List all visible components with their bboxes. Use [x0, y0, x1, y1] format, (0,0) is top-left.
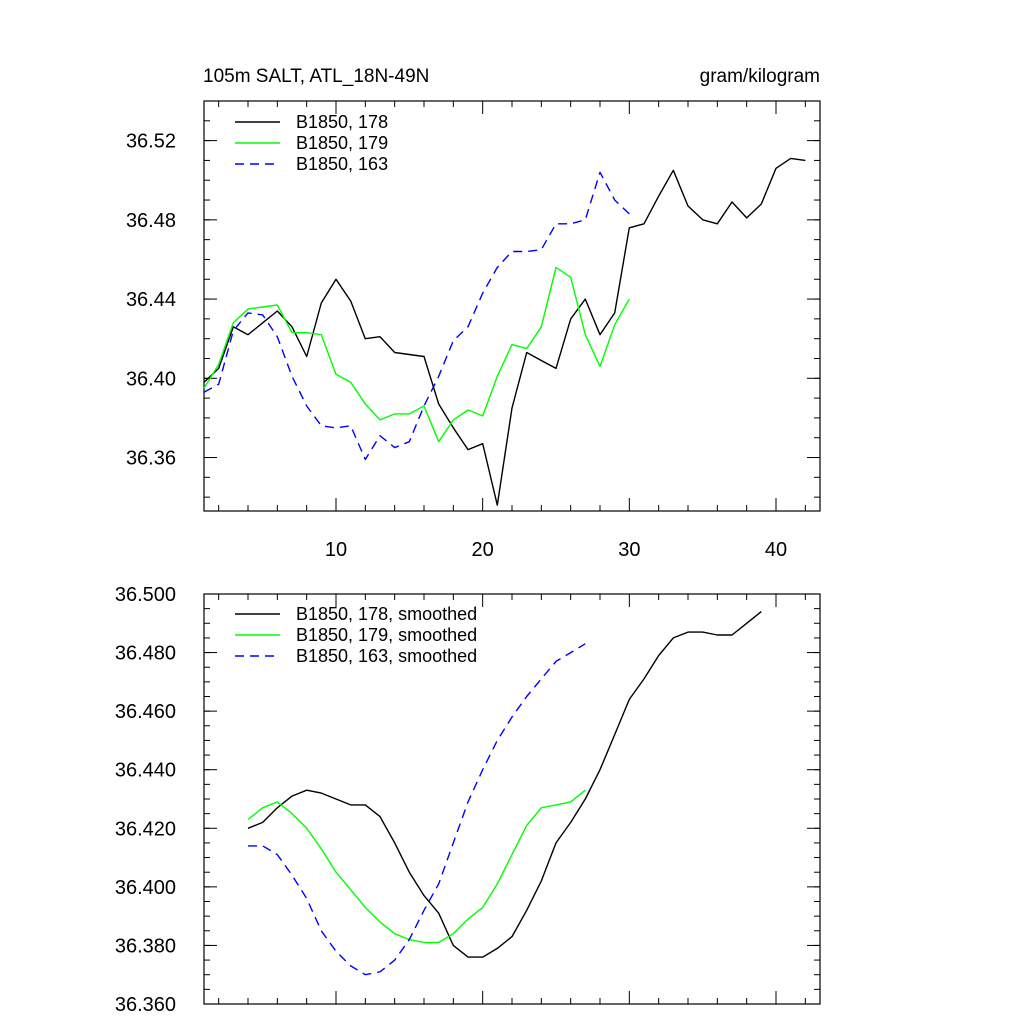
series-line-b1850-179-smoothed [247, 789, 586, 944]
series-line-b1850-179 [203, 266, 630, 443]
units-label: gram/kilogram [700, 66, 820, 87]
top-panel: 105m SALT, ATL_18N-49N gram/kilogram 36.… [126, 66, 821, 561]
y-tick-label: 36.44 [126, 289, 176, 311]
x-tick-label: 40 [765, 539, 787, 561]
legend-label: B1850, 163, smoothed [296, 646, 477, 666]
y-tick-label: 36.40 [126, 368, 176, 390]
legend-label: B1850, 178, smoothed [296, 604, 477, 624]
x-tick-label: 10 [325, 539, 347, 561]
chart-title: 105m SALT, ATL_18N-49N [203, 66, 429, 87]
legend-label: B1850, 163 [296, 154, 388, 174]
axes-ticks: 36.360 36.380 36.400 36.420 36.440 36.460 36.4… [115, 584, 820, 1016]
series-lines [247, 611, 762, 976]
series-lines [203, 157, 806, 506]
axes-ticks: 36.36 36.40 36.44 36.48 36.52 10 20 30 40 [126, 100, 820, 561]
bottom-panel: 36.360 36.380 36.400 36.420 36.440 36.460 36.4… [115, 584, 821, 1016]
y-tick-label: 36.400 [115, 877, 176, 899]
series-line-b1850-163 [203, 171, 630, 461]
y-tick-label: 36.500 [115, 584, 176, 606]
series-line-b1850-178 [203, 157, 806, 506]
legend-label: B1850, 179, smoothed [296, 625, 477, 645]
series-line-b1850-163-smoothed [248, 643, 586, 976]
y-tick-label: 36.420 [115, 818, 176, 840]
x-tick-label: 30 [618, 539, 640, 561]
y-tick-label: 36.360 [115, 994, 176, 1016]
legend-label: B1850, 179 [296, 133, 388, 153]
legend-label: B1850, 178 [296, 112, 388, 132]
y-tick-label: 36.36 [126, 448, 176, 470]
series-line-b1850-178-smoothed [247, 611, 762, 958]
y-tick-label: 36.480 [115, 643, 176, 665]
y-tick-label: 36.440 [115, 760, 176, 782]
y-tick-label: 36.48 [126, 210, 176, 232]
y-tick-label: 36.460 [115, 701, 176, 723]
y-tick-label: 36.380 [115, 935, 176, 957]
y-tick-label: 36.52 [126, 131, 176, 153]
x-tick-label: 20 [472, 539, 494, 561]
